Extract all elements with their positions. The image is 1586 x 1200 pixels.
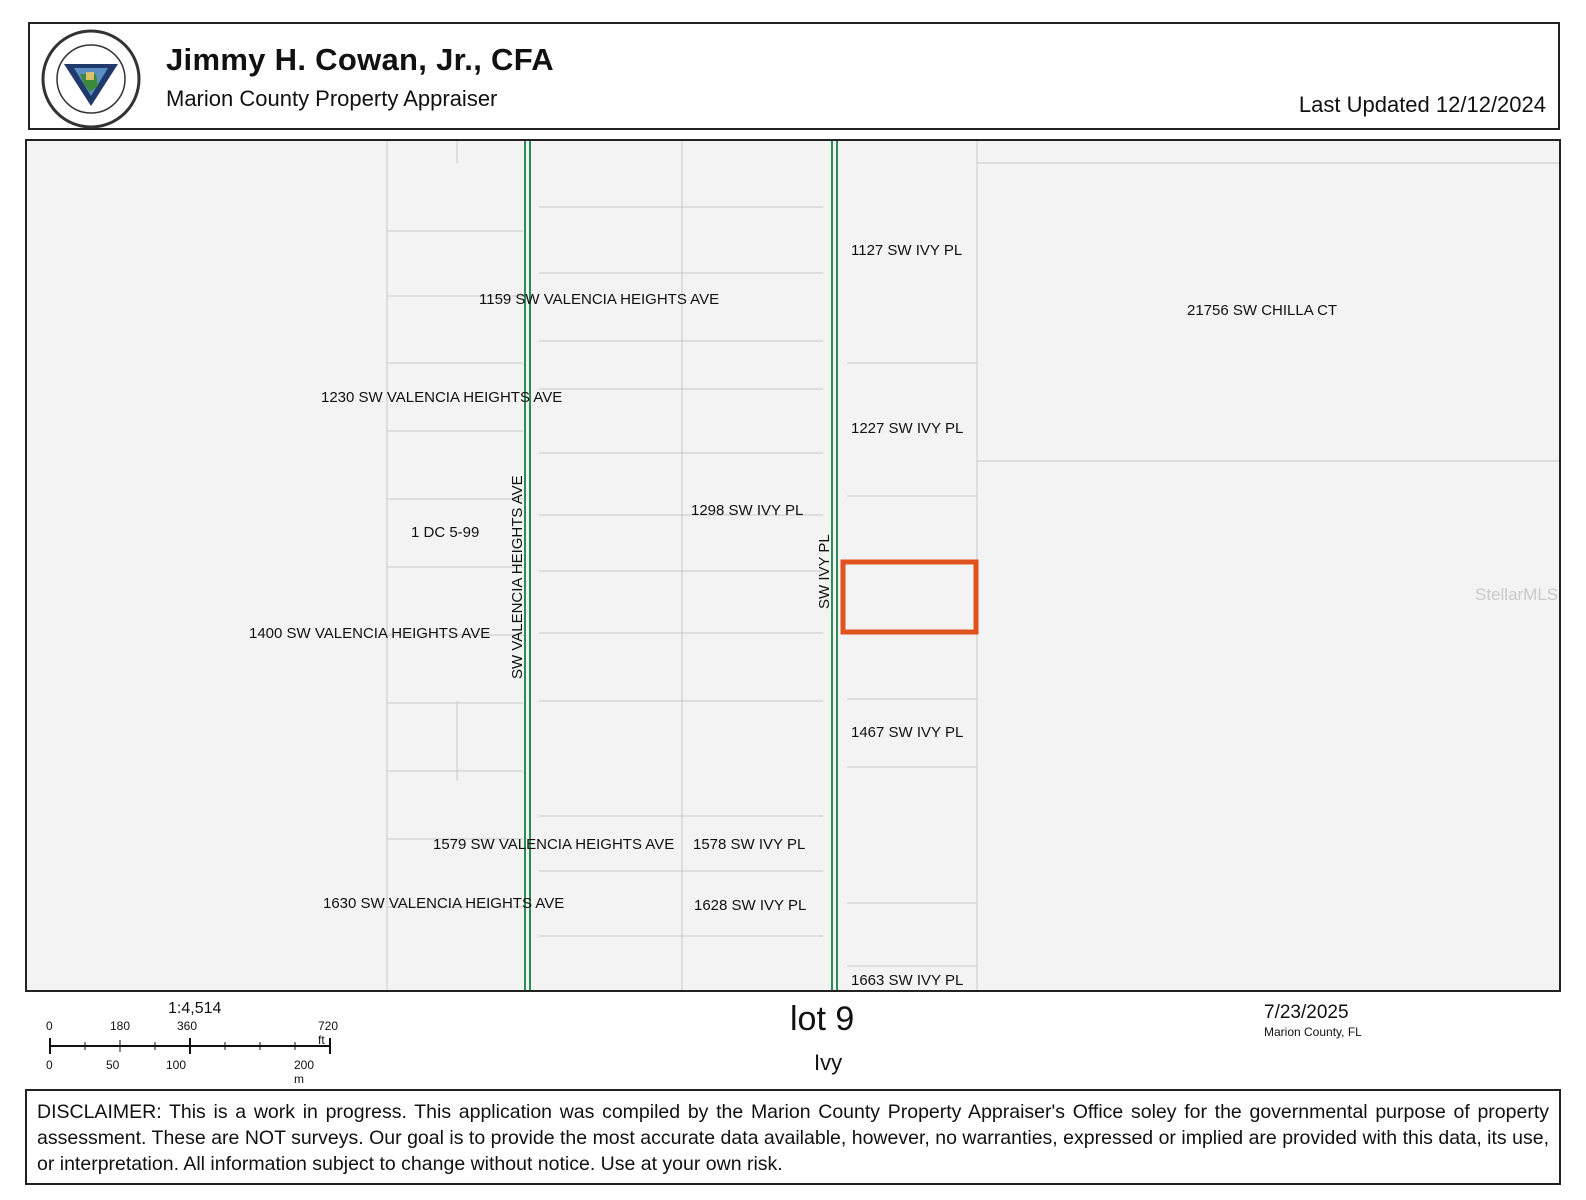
parcel-label-1628: 1628 SW IVY PL [694, 897, 807, 914]
parcel-label-1227: 1227 SW IVY PL [851, 420, 964, 437]
parcel-label-1578: 1578 SW IVY PL [693, 836, 806, 853]
road-label-ivy: SW IVY PL [816, 534, 833, 609]
road-lines [524, 141, 838, 990]
map-canvas [386, 141, 1559, 990]
ft-tick: 180 [110, 1019, 131, 1033]
parcel-label-1298: 1298 SW IVY PL [691, 502, 804, 519]
property-appraiser-seal-icon [41, 29, 141, 129]
subject-parcel-highlight [840, 559, 979, 635]
parcel-label-1159: 1159 SW VALENCIA HEIGHTS AVE [479, 291, 720, 308]
header: Jimmy H. Cowan, Jr., CFA Marion County P… [28, 22, 1560, 130]
parcel-label-21756: 21756 SW CHILLA CT [1187, 302, 1338, 319]
map-date: 7/23/2025 [1264, 1002, 1349, 1023]
parcel-label-1230: 1230 SW VALENCIA HEIGHTS AVE [321, 389, 563, 406]
parcel-label-1467: 1467 SW IVY PL [851, 724, 964, 741]
scale-bar-graphic [49, 1038, 331, 1054]
parcel-label-1400: 1400 SW VALENCIA HEIGHTS AVE [249, 625, 491, 642]
parcel-label-1630: 1630 SW VALENCIA HEIGHTS AVE [323, 895, 565, 912]
m-tick: 0 [46, 1058, 53, 1072]
watermark: StellarMLS [1475, 585, 1559, 604]
disclaimer: DISCLAIMER: This is a work in progress. … [25, 1089, 1561, 1185]
map-subtitle: Ivy [814, 1050, 843, 1075]
parcel-boundaries [386, 141, 1559, 990]
parcel-label-dc: 1 DC 5-99 [411, 524, 480, 541]
m-tick: 50 [106, 1058, 120, 1072]
last-updated: Last Updated 12/12/2024 [1298, 92, 1546, 117]
owner-name: Jimmy H. Cowan, Jr., CFA [166, 42, 554, 77]
organization-name: Marion County Property Appraiser [166, 86, 498, 111]
ft-tick: 0 [46, 1019, 53, 1033]
road-label-valencia: SW VALENCIA HEIGHTS AVE [509, 475, 526, 679]
m-tick: 200 m [294, 1058, 315, 1086]
county-label: Marion County, FL [1264, 1025, 1362, 1039]
ft-tick: 360 [177, 1019, 198, 1033]
scale-ratio: 1:4,514 [168, 1000, 222, 1017]
parcel-label-1579: 1579 SW VALENCIA HEIGHTS AVE [433, 836, 675, 853]
ft-tick: 720 ft [318, 1019, 339, 1047]
m-tick: 100 [166, 1058, 187, 1072]
parcel-label-1127: 1127 SW IVY PL [851, 242, 963, 259]
map-title: lot 9 [790, 1000, 855, 1038]
parcel-map[interactable]: 1127 SW IVY PL 1159 SW VALENCIA HEIGHTS … [25, 139, 1561, 992]
parcel-label-1663: 1663 SW IVY PL [851, 972, 964, 989]
